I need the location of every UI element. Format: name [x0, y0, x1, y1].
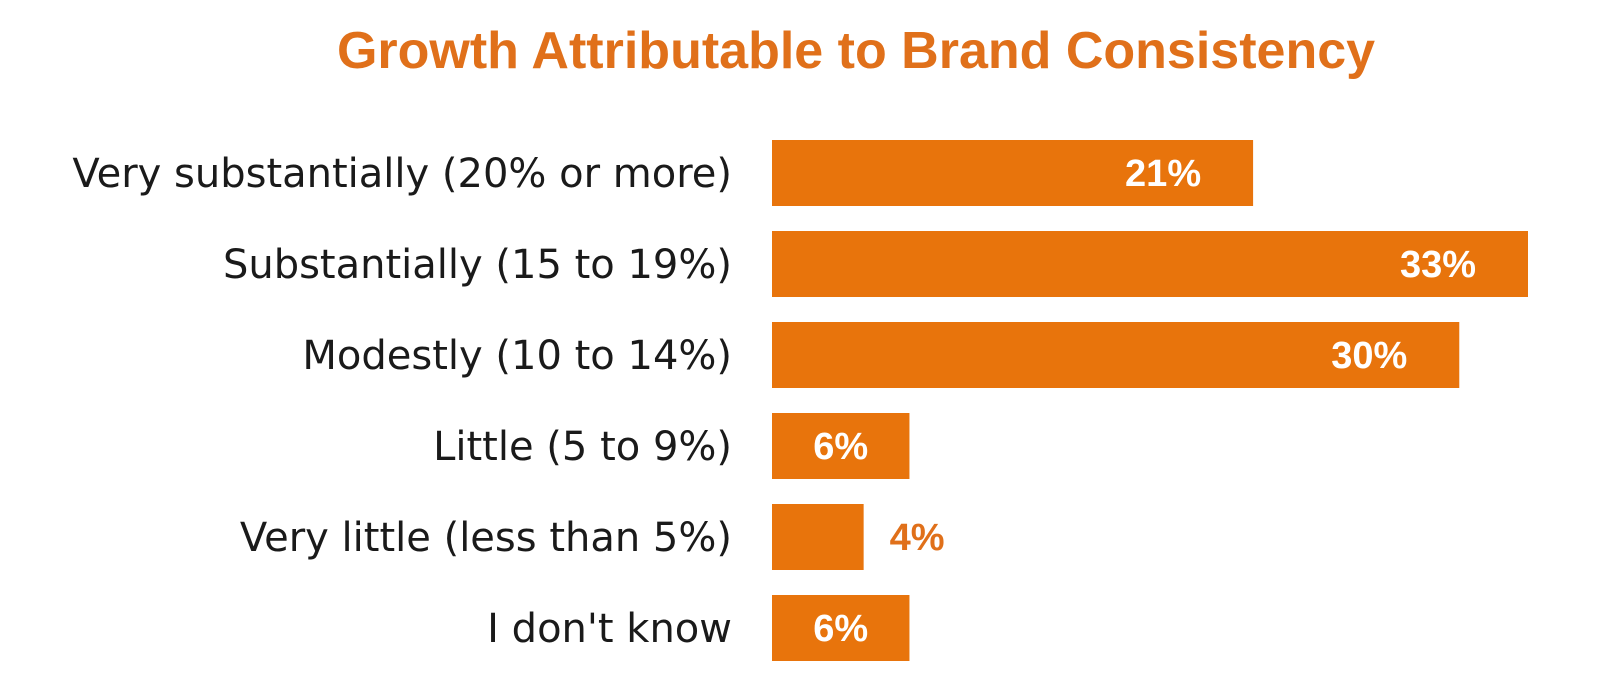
- data-label-i-don-t-know: 6%: [813, 608, 868, 650]
- data-label-very-substantially-20-or-more: 21%: [1125, 153, 1201, 195]
- bar-i-don-t-know: [772, 595, 910, 661]
- category-label-i-don-t-know: I don't know: [487, 606, 732, 652]
- category-label-very-substantially-20-or-more: Very substantially (20% or more): [72, 151, 732, 197]
- data-label-very-little-less-than-5: 4%: [890, 517, 945, 559]
- bar-very-substantially-20-or-more: [772, 140, 1254, 206]
- category-label-little-5-to-9: Little (5 to 9%): [433, 424, 732, 470]
- bars-group: Very substantially (20% or more) 21% Subst…: [72, 140, 1528, 661]
- category-label-modestly-10-to-14: Modestly (10 to 14%): [302, 333, 732, 379]
- data-label-little-5-to-9: 6%: [813, 426, 868, 468]
- data-label-substantially-15-to-19: 33%: [1400, 244, 1476, 286]
- chart-title: Growth Attributable to Brand Consistency: [337, 22, 1375, 80]
- category-label-substantially-15-to-19: Substantially (15 to 19%): [223, 242, 732, 288]
- data-label-modestly-10-to-14: 30%: [1331, 335, 1407, 377]
- bar-substantially-15-to-19: [772, 231, 1528, 297]
- bar-modestly-10-to-14: [772, 322, 1460, 388]
- category-label-very-little-less-than-5: Very little (less than 5%): [240, 515, 732, 561]
- bar-little-5-to-9: [772, 413, 910, 479]
- bar-very-little-less-than-5: [772, 504, 864, 570]
